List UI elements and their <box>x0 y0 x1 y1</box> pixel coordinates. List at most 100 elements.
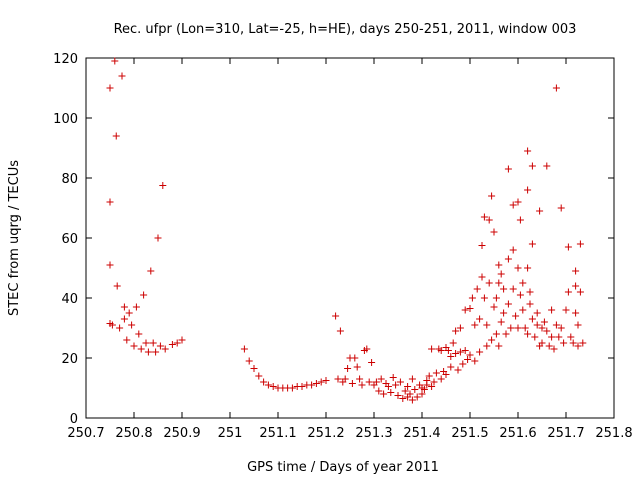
data-point <box>152 348 160 356</box>
chart-title: Rec. ufpr (Lon=310, Lat=-25, h=HE), days… <box>114 22 577 37</box>
data-point <box>543 162 551 170</box>
x-tick-label: 251 <box>218 426 243 441</box>
data-point <box>456 324 464 332</box>
data-point <box>125 309 133 317</box>
axis-ticks <box>85 57 615 419</box>
plot-frame <box>85 57 615 419</box>
y-tick-label: 120 <box>53 52 78 67</box>
data-point <box>308 381 316 389</box>
data-point <box>425 372 433 380</box>
y-tick-label: 0 <box>70 412 78 427</box>
data-point <box>332 312 340 320</box>
data-point <box>387 389 395 396</box>
data-point <box>298 383 306 390</box>
data-point <box>401 387 409 395</box>
data-point <box>106 198 114 206</box>
x-tick-label: 251.2 <box>307 426 344 441</box>
data-point <box>260 378 268 386</box>
data-point <box>348 380 356 387</box>
data-point <box>423 377 431 384</box>
y-tick-label: 20 <box>61 352 78 367</box>
data-point <box>480 213 488 221</box>
data-point <box>459 360 467 368</box>
data-point <box>132 303 140 311</box>
data-point <box>116 324 124 332</box>
data-point <box>130 342 138 350</box>
data-point <box>488 336 496 344</box>
data-point <box>408 396 416 404</box>
data-point <box>452 350 460 357</box>
data-point <box>509 201 517 209</box>
data-point <box>140 291 148 299</box>
data-point <box>108 321 116 329</box>
data-point <box>432 369 440 377</box>
data-point <box>473 285 481 293</box>
x-axis-label: GPS time / Days of year 2011 <box>247 460 439 475</box>
axis-tick-labels: 250.7 250.8 250.9 251 251.1 251.2 251.3 251.4 25… <box>53 52 632 441</box>
data-point <box>365 378 373 386</box>
y-tick-label: 100 <box>53 112 78 127</box>
data-point <box>255 372 263 380</box>
data-point <box>351 354 359 362</box>
data-point <box>531 333 539 341</box>
data-point <box>576 288 584 296</box>
data-point <box>528 240 536 248</box>
x-tick-label: 251.5 <box>451 426 488 441</box>
data-point <box>468 294 476 302</box>
data-point <box>562 306 570 314</box>
data-point <box>437 347 445 354</box>
data-point <box>524 330 532 338</box>
data-point <box>375 387 383 395</box>
data-point <box>478 242 486 249</box>
data-point <box>161 345 169 353</box>
data-point <box>384 383 392 390</box>
data-point <box>538 339 546 347</box>
data-point <box>480 294 488 302</box>
data-point <box>540 318 548 326</box>
data-point <box>118 72 126 80</box>
data-point <box>363 345 371 353</box>
data-point <box>372 378 380 386</box>
x-tick-label: 251.7 <box>547 426 584 441</box>
data-point <box>147 267 155 275</box>
data-point <box>137 345 145 353</box>
data-point <box>483 342 491 350</box>
data-point <box>500 285 508 293</box>
data-point <box>550 345 558 353</box>
data-point <box>552 321 560 329</box>
data-point <box>454 366 462 374</box>
data-point <box>492 294 500 302</box>
data-point <box>154 234 162 242</box>
data-point <box>123 336 131 344</box>
data-point <box>564 288 572 296</box>
data-point <box>485 279 493 287</box>
data-point <box>576 240 584 248</box>
data-point <box>456 348 464 356</box>
data-point <box>504 255 512 263</box>
data-point <box>392 381 400 389</box>
data-point <box>358 381 366 389</box>
data-point <box>514 198 522 206</box>
data-point <box>406 390 414 398</box>
data-point <box>533 309 541 317</box>
data-point <box>128 321 136 329</box>
data-point <box>478 273 486 281</box>
data-point <box>526 300 534 308</box>
data-point <box>485 216 493 224</box>
data-point <box>495 342 503 350</box>
data-point <box>156 342 164 350</box>
data-point <box>420 386 428 393</box>
data-point <box>572 282 580 290</box>
data-point <box>245 357 253 365</box>
data-point <box>560 339 568 347</box>
data-point <box>476 348 484 356</box>
data-point <box>269 383 277 390</box>
data-point <box>526 288 534 296</box>
data-point <box>528 315 536 323</box>
data-point <box>466 305 474 312</box>
data-point <box>452 327 460 335</box>
data-point <box>471 321 479 329</box>
data-point <box>514 264 522 272</box>
data-point <box>264 381 272 389</box>
data-point <box>490 303 498 311</box>
